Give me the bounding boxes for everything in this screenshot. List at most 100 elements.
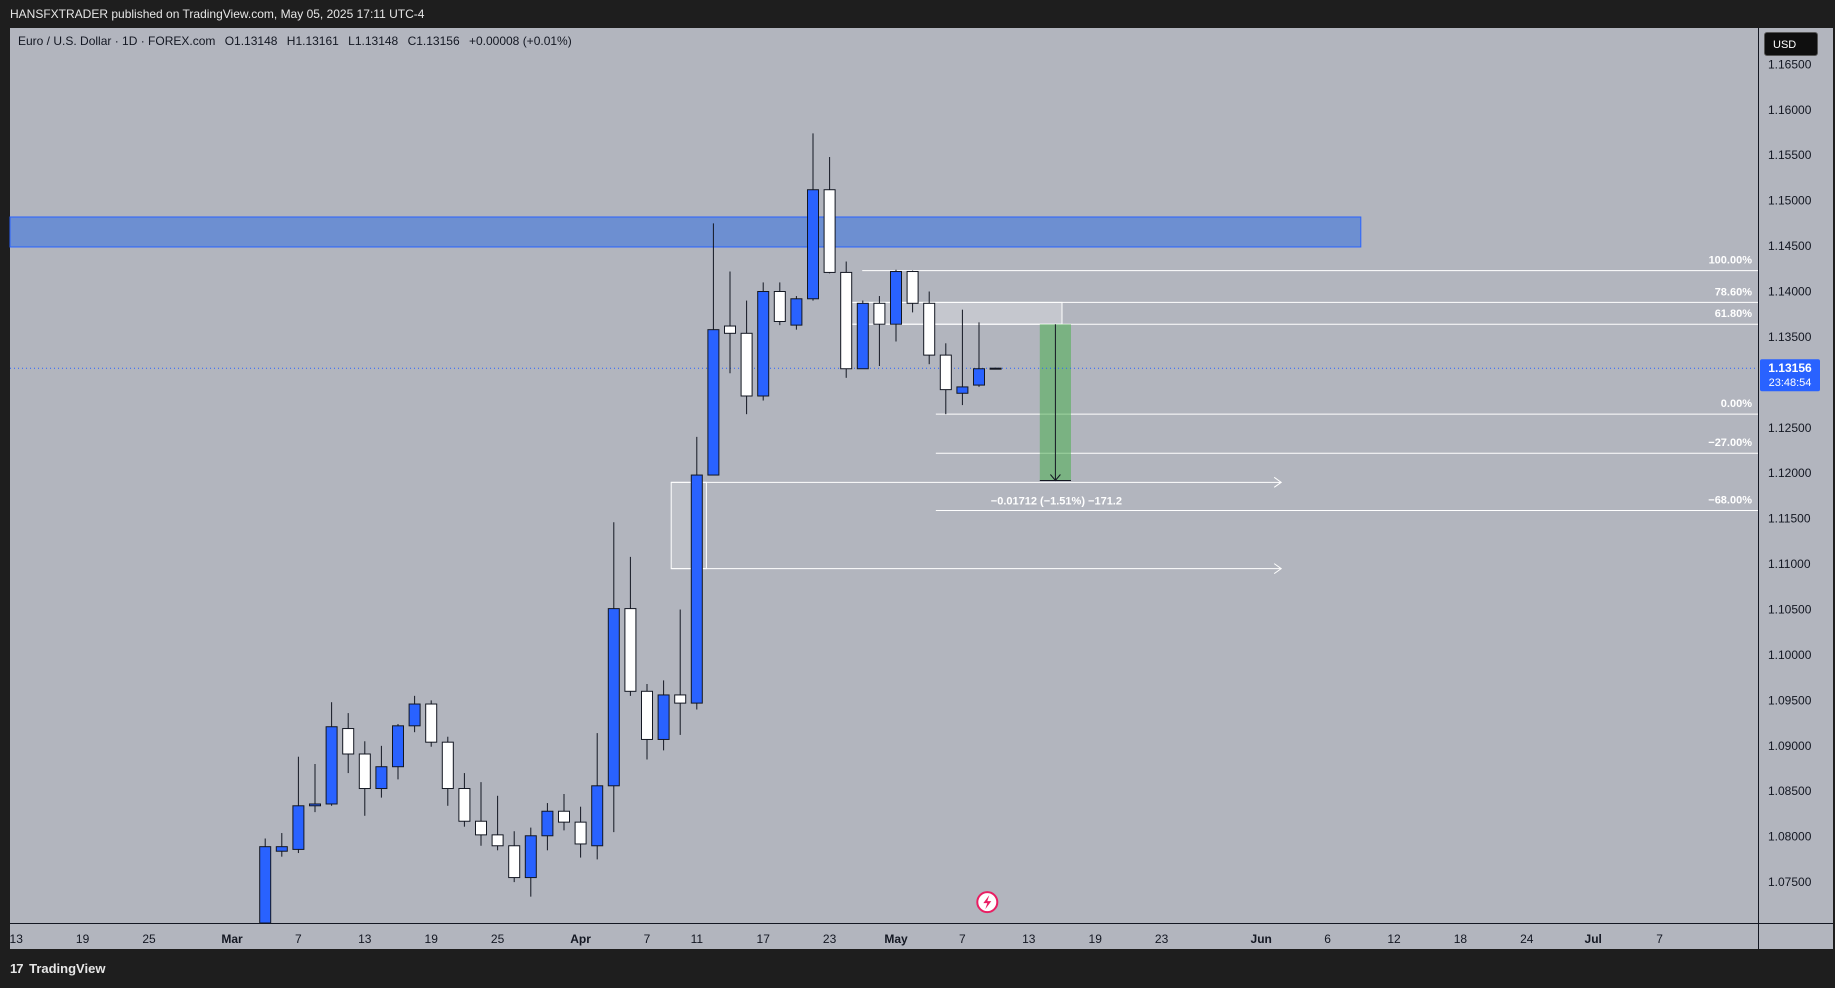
ray-arrow-icon [1273,476,1283,488]
x-tick-label: 6 [1324,932,1331,946]
y-tick-label: 1.11000 [1768,557,1811,571]
candle-body [906,271,919,304]
candle [425,700,438,747]
x-tick-label: 12 [1387,932,1401,946]
y-tick-label: 1.08500 [1768,784,1812,798]
y-tick-label: 1.12000 [1768,466,1812,480]
candle [591,733,604,860]
y-tick-label: 1.09500 [1768,693,1812,707]
candle-body [309,803,321,807]
candle-body [823,189,836,273]
candle [275,833,288,857]
fib-level-label: −68.00% [1708,494,1752,506]
candle-body [641,690,653,740]
candle [773,282,786,326]
candle [342,713,355,774]
candle-body [840,271,853,370]
legend-low: L1.13148 [348,34,399,48]
candle [441,736,454,806]
y-tick-label: 1.11500 [1768,512,1811,526]
candle [790,296,803,330]
symbol-legend: Euro / U.S. Dollar · 1D · FOREX.com O1.1… [18,34,578,48]
x-tick-label: 25 [142,932,156,946]
x-tick-label: 7 [295,932,302,946]
ray-arrow-icon [1273,563,1283,575]
y-tick-label: 1.15500 [1768,148,1812,162]
price-axis-background [1758,28,1833,923]
candle-body [591,785,604,847]
candle-body [856,302,869,370]
candle-body [939,354,952,391]
candle [524,827,537,897]
candle [757,282,770,401]
x-tick-label: Apr [570,932,591,946]
x-tick-label: 11 [691,932,704,946]
candle-body [773,291,786,322]
price-badge-bg [1760,359,1820,392]
candle-body [292,805,305,850]
candle [690,436,703,710]
candle [923,291,936,365]
candle-body [790,298,803,326]
x-axis-labels: 13 19 25 Mar 7 13 19 25 Apr 7 11 17 23 May 7 13 19 23 Jun 6… [10,932,1664,946]
candle-body [491,834,504,847]
time-axis-background [10,923,1833,949]
y-tick-label: 1.16500 [1768,57,1812,71]
candle-body [259,846,272,924]
fib-level-label: 78.60% [1715,286,1753,298]
candle [475,782,487,846]
tradingview-brand[interactable]: 17 TradingView [10,961,105,976]
legend-close: C1.13156 [407,34,460,48]
candle [624,556,637,696]
x-tick-label: 23 [823,932,837,946]
candle-body [657,694,670,740]
candle [973,322,985,387]
candle [607,522,620,833]
y-tick-label: 1.14500 [1768,239,1812,253]
price-chart[interactable]: 1.16500 1.16000 1.15500 1.15000 1.14500 1.140… [0,0,1835,951]
y-tick-label: 1.16000 [1768,103,1812,117]
candle [823,157,836,274]
y-tick-label: 1.15000 [1768,194,1812,208]
candle [558,793,570,831]
lightning-event-icon[interactable] [976,891,999,914]
y-tick-label: 1.12500 [1768,421,1812,435]
candle [508,831,521,883]
bottom-bar: 17 TradingView [0,951,1835,988]
candle-body [441,741,454,790]
tradingview-logo-icon: 17 [10,961,24,976]
price-badge-value: 1.13156 [1768,361,1812,375]
plot-background [10,28,1758,923]
candle [292,756,305,854]
candle [458,773,471,827]
candle-body [740,332,753,397]
x-tick-label: 25 [491,932,505,946]
candle-body [624,608,637,692]
x-tick-label: 18 [1454,932,1468,946]
candle [724,271,736,374]
y-tick-label: 1.10500 [1768,603,1812,617]
currency-button[interactable]: USD [1764,32,1818,56]
candle-body [873,302,886,325]
x-tick-label: Mar [221,932,243,946]
x-tick-label: 17 [757,932,771,946]
candle-body [973,368,985,386]
candle-body [989,367,1002,370]
measure-label: −0.01712 (−1.51%) −171.2 [991,495,1122,507]
candle [707,223,720,476]
candle-body [342,728,355,755]
candle-body [674,694,687,704]
legend-change: +0.00008 (+0.01%) [468,34,572,48]
candle [408,695,421,733]
x-tick-label: 13 [1022,932,1036,946]
candle [574,806,587,858]
x-tick-label: 24 [1520,932,1534,946]
candle-body [707,329,720,476]
candle [641,684,653,760]
candle [840,261,853,378]
price-badge-countdown: 23:48:54 [1769,377,1812,389]
x-tick-label: May [884,932,908,946]
x-tick-label: 23 [1155,932,1169,946]
candle [906,270,919,313]
candle [541,803,554,851]
